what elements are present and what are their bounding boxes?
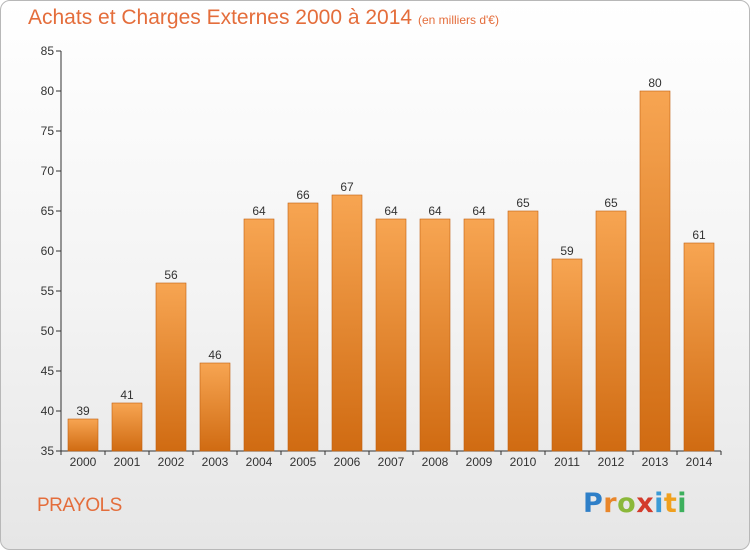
logo-letter: i — [677, 488, 688, 519]
chart-bars — [67, 90, 715, 452]
value-label-2000: 39 — [76, 404, 90, 418]
x-tick-label-2007: 2007 — [378, 455, 405, 469]
logo-letter: r — [603, 488, 618, 519]
x-tick-label-2001: 2001 — [114, 455, 141, 469]
value-label-2011: 59 — [560, 244, 574, 258]
bar-2010 — [507, 210, 539, 452]
value-label-2013: 80 — [648, 76, 662, 90]
y-tick-label: 55 — [41, 284, 55, 298]
x-tick-label-2012: 2012 — [598, 455, 625, 469]
logo-letter: P — [583, 488, 604, 519]
value-label-2004: 64 — [252, 204, 266, 218]
bar-2011 — [551, 258, 583, 452]
chart-value-labels: 39 41 56 46 64 66 67 64 64 64 65 59 65 80 61 — [76, 76, 706, 418]
value-label-2002: 56 — [164, 268, 178, 282]
chart-title: Achats et Charges Externes 2000 à 2014 — [28, 6, 413, 29]
x-tick-label-2014: 2014 — [686, 455, 713, 469]
value-label-2003: 46 — [208, 348, 222, 362]
value-label-2008: 64 — [428, 204, 442, 218]
bar-2000 — [67, 418, 99, 452]
value-label-2012: 65 — [604, 196, 618, 210]
y-tick-label: 40 — [41, 404, 55, 418]
x-tick-label-2009: 2009 — [466, 455, 493, 469]
y-tick-label: 50 — [41, 324, 55, 338]
value-label-2009: 64 — [472, 204, 486, 218]
commune-name: PRAYOLS — [37, 495, 122, 516]
bar-2013 — [639, 90, 671, 452]
bar-2002 — [155, 282, 187, 452]
value-label-2007: 64 — [384, 204, 398, 218]
x-tick-label-2011: 2011 — [554, 455, 580, 469]
bar-2003 — [199, 362, 231, 452]
x-tick-label-2004: 2004 — [246, 455, 273, 469]
y-tick-label: 35 — [41, 444, 55, 458]
chart-x-ticks: 2000 2001 2002 2003 2004 2005 2006 2007 2008 2009… — [60, 451, 722, 469]
y-tick-label: 60 — [41, 244, 55, 258]
x-tick-label-2010: 2010 — [510, 455, 537, 469]
y-tick-label: 75 — [41, 124, 55, 138]
value-label-2006: 67 — [340, 180, 354, 194]
x-tick-label-2003: 2003 — [202, 455, 229, 469]
value-label-2014: 61 — [692, 228, 706, 242]
x-tick-label-2013: 2013 — [642, 455, 669, 469]
x-tick-label-2006: 2006 — [334, 455, 361, 469]
bar-2004 — [243, 218, 275, 452]
chart-y-ticks: 35 40 45 50 55 60 65 70 75 80 85 — [41, 44, 61, 458]
bar-2008 — [419, 218, 451, 452]
bar-2006 — [331, 194, 363, 452]
bar-2005 — [287, 202, 319, 452]
y-tick-label: 85 — [41, 44, 55, 58]
y-tick-label: 70 — [41, 164, 55, 178]
bar-2009 — [463, 218, 495, 452]
x-tick-label-2000: 2000 — [70, 455, 97, 469]
value-label-2010: 65 — [516, 196, 530, 210]
logo-letter: x — [636, 488, 655, 519]
x-tick-label-2005: 2005 — [290, 455, 317, 469]
chart-unit: (en milliers d'€) — [418, 13, 499, 27]
bar-2007 — [375, 218, 407, 452]
x-tick-label-2008: 2008 — [422, 455, 449, 469]
value-label-2005: 66 — [296, 188, 310, 202]
y-tick-label: 45 — [41, 364, 55, 378]
y-tick-label: 65 — [41, 204, 55, 218]
logo-letter: t — [663, 488, 678, 519]
proxiti-logo: Proxiti — [583, 488, 687, 519]
value-label-2001: 41 — [120, 388, 134, 402]
x-tick-label-2002: 2002 — [158, 455, 185, 469]
bar-2001 — [111, 402, 143, 452]
bar-2012 — [595, 210, 627, 452]
y-tick-label: 80 — [41, 84, 55, 98]
logo-letter: o — [617, 488, 637, 519]
bar-2014 — [683, 242, 715, 452]
logo-letter: i — [654, 488, 664, 519]
